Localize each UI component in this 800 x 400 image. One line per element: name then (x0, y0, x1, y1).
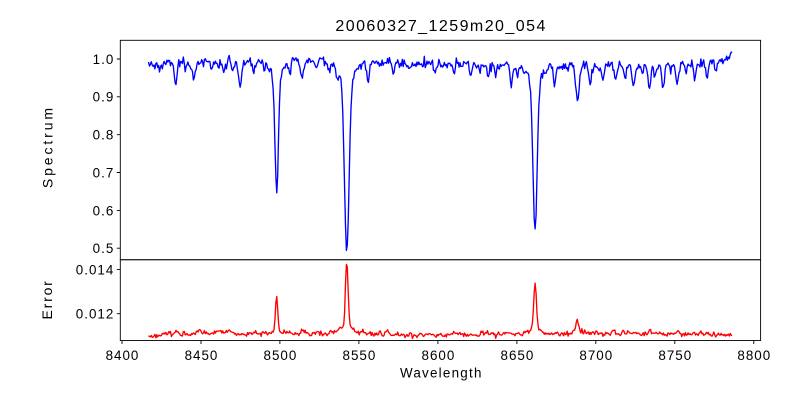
svg-text:8550: 8550 (343, 348, 377, 363)
svg-text:0.012: 0.012 (76, 307, 115, 322)
svg-text:0.014: 0.014 (76, 262, 115, 277)
svg-text:20060327_1259m20_054: 20060327_1259m20_054 (335, 18, 546, 35)
svg-text:0.7: 0.7 (93, 165, 115, 180)
svg-text:0.6: 0.6 (93, 203, 115, 218)
svg-text:8400: 8400 (106, 348, 140, 363)
svg-text:1.0: 1.0 (93, 52, 115, 67)
svg-text:8700: 8700 (579, 348, 613, 363)
svg-text:0.9: 0.9 (93, 90, 115, 105)
svg-text:8500: 8500 (264, 348, 298, 363)
svg-text:0.8: 0.8 (93, 128, 115, 143)
svg-text:Error: Error (39, 279, 55, 319)
svg-text:8800: 8800 (737, 348, 771, 363)
svg-text:8750: 8750 (658, 348, 692, 363)
svg-text:0.5: 0.5 (93, 241, 115, 256)
svg-text:8450: 8450 (185, 348, 219, 363)
svg-text:8650: 8650 (501, 348, 535, 363)
svg-text:Wavelength: Wavelength (400, 365, 483, 380)
svg-text:Spectrum: Spectrum (39, 105, 55, 188)
svg-text:8600: 8600 (422, 348, 456, 363)
